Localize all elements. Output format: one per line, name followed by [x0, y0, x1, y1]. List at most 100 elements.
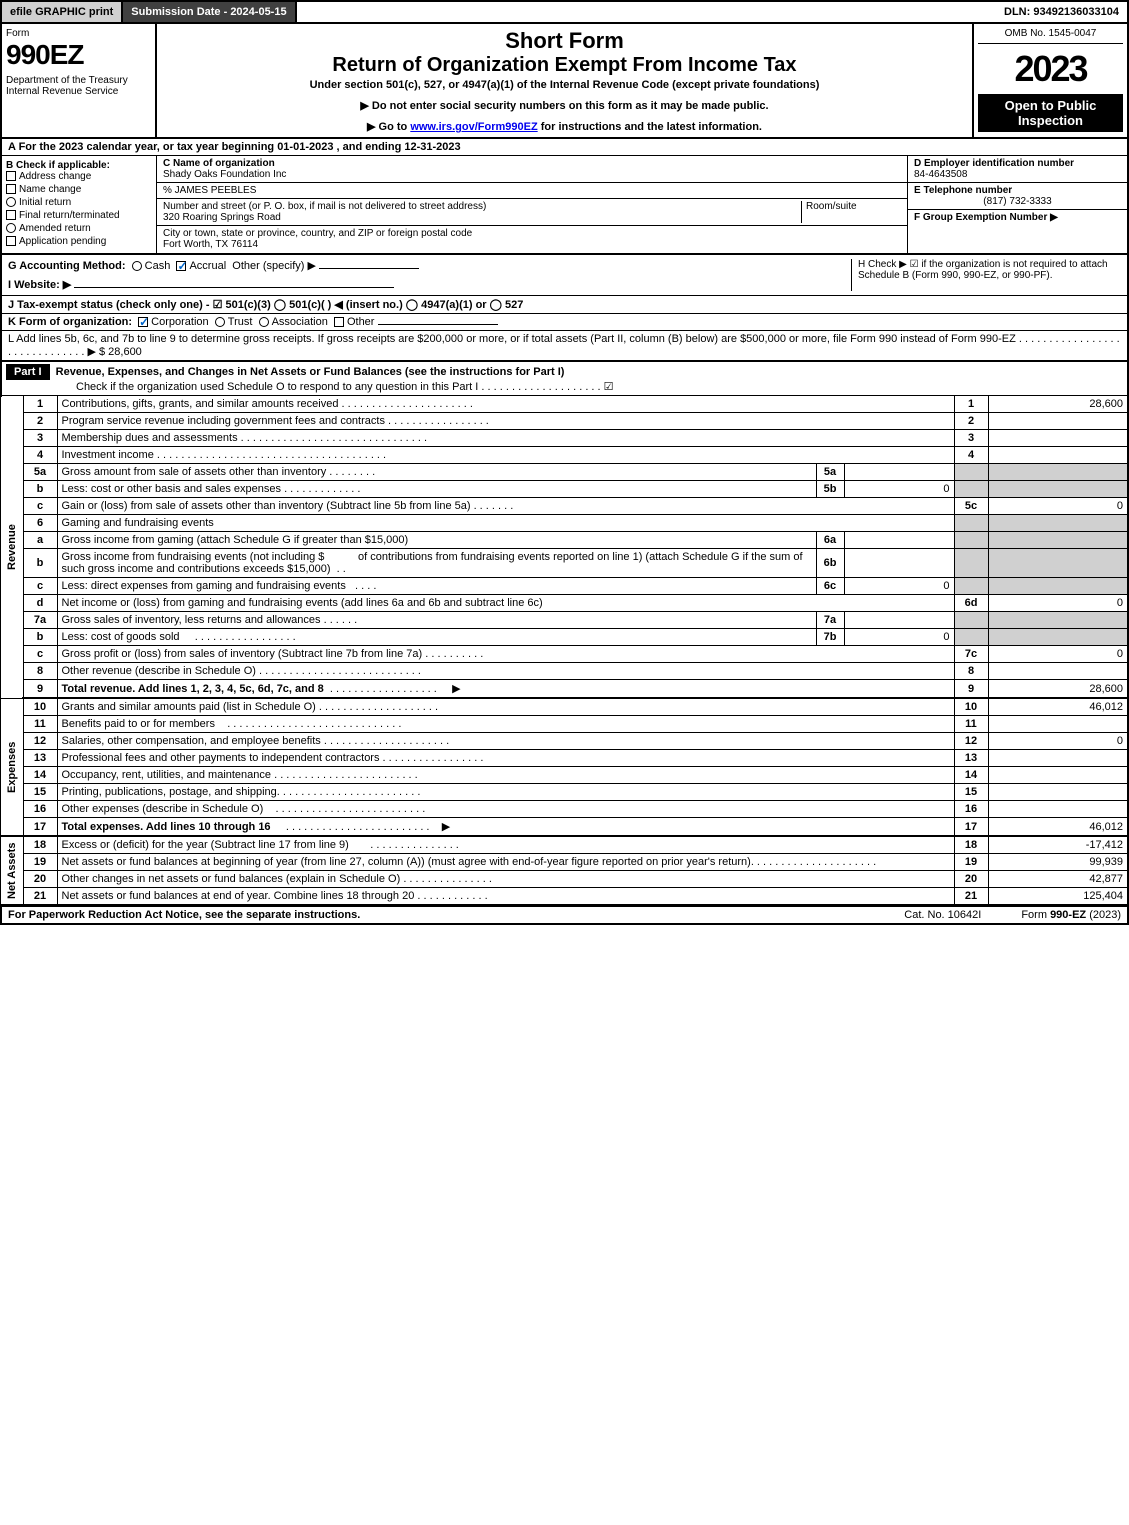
- line-9: 9Total revenue. Add lines 1, 2, 3, 4, 5c…: [1, 680, 1128, 699]
- line-11: 11Benefits paid to or for members . . . …: [1, 716, 1128, 733]
- header-center: Short Form Return of Organization Exempt…: [157, 24, 972, 137]
- line-5c: cGain or (loss) from sale of assets othe…: [1, 498, 1128, 515]
- b-opt-2[interactable]: Initial return: [6, 197, 152, 208]
- i-label: I Website: ▶: [8, 279, 71, 291]
- dept-label: Department of the Treasury Internal Reve…: [6, 75, 151, 97]
- dln-label: DLN: 93492136033104: [996, 2, 1127, 22]
- line-14: 14Occupancy, rent, utilities, and mainte…: [1, 767, 1128, 784]
- main-title: Return of Organization Exempt From Incom…: [165, 54, 964, 77]
- city-row: City or town, state or province, country…: [157, 226, 907, 252]
- footer-left: For Paperwork Reduction Act Notice, see …: [8, 909, 864, 921]
- radio-cash[interactable]: [132, 261, 142, 271]
- short-form-title: Short Form: [165, 28, 964, 54]
- line-6: 6Gaming and fundraising events: [1, 515, 1128, 532]
- submission-date-button[interactable]: Submission Date - 2024-05-15: [123, 2, 296, 22]
- f-label: F Group Exemption Number ▶: [914, 212, 1058, 223]
- line-19: 19Net assets or fund balances at beginni…: [1, 854, 1128, 871]
- expenses-side: Expenses: [1, 698, 23, 836]
- j-text: J Tax-exempt status (check only one) - ☑…: [8, 299, 523, 311]
- part1-header: Part I Revenue, Expenses, and Changes in…: [0, 362, 1129, 396]
- inspection-label: Open to Public Inspection: [978, 94, 1123, 132]
- line-k: K Form of organization: Corporation Trus…: [0, 314, 1129, 331]
- footer-right: Form 990-EZ (2023): [1021, 909, 1121, 921]
- line-6b: bGross income from fundraising events (n…: [1, 549, 1128, 578]
- instr2-pre: ▶ Go to: [367, 121, 410, 133]
- header-right: OMB No. 1545-0047 2023 Open to Public In…: [972, 24, 1127, 137]
- checkbox-icon[interactable]: [6, 184, 16, 194]
- line-17: 17Total expenses. Add lines 10 through 1…: [1, 818, 1128, 837]
- instr2-post: for instructions and the latest informat…: [538, 121, 762, 133]
- b-label: B Check if applicable:: [6, 160, 152, 171]
- radio-icon[interactable]: [6, 223, 16, 233]
- line-7c: cGross profit or (loss) from sales of in…: [1, 646, 1128, 663]
- street-value: 320 Roaring Springs Road: [163, 212, 801, 223]
- b-opt-4[interactable]: Amended return: [6, 223, 152, 234]
- line-18: Net Assets 18Excess or (deficit) for the…: [1, 836, 1128, 854]
- footer-center: Cat. No. 10642I: [904, 909, 981, 921]
- section-bcdef: B Check if applicable: Address change Na…: [0, 156, 1129, 255]
- line-3: 3Membership dues and assessments . . . .…: [1, 430, 1128, 447]
- checkbox-other[interactable]: [334, 317, 344, 327]
- city-value: Fort Worth, TX 76114: [163, 239, 901, 250]
- checkbox-accrual[interactable]: [176, 261, 186, 271]
- revenue-side: Revenue: [1, 396, 23, 698]
- line-gh: G Accounting Method: Cash Accrual Other …: [0, 255, 1129, 296]
- b-opt-3[interactable]: Final return/terminated: [6, 210, 152, 221]
- top-bar: efile GRAPHIC print Submission Date - 20…: [0, 0, 1129, 24]
- column-c: C Name of organization Shady Oaks Founda…: [157, 156, 907, 253]
- checkbox-corp[interactable]: [138, 317, 148, 327]
- instruction-2: ▶ Go to www.irs.gov/Form990EZ for instru…: [165, 120, 964, 133]
- line-8: 8Other revenue (describe in Schedule O) …: [1, 663, 1128, 680]
- omb-number: OMB No. 1545-0047: [978, 28, 1123, 44]
- checkbox-icon[interactable]: [6, 236, 16, 246]
- f-row: F Group Exemption Number ▶: [908, 210, 1127, 225]
- irs-link[interactable]: www.irs.gov/Form990EZ: [410, 121, 537, 133]
- header-left: Form 990EZ Department of the Treasury In…: [2, 24, 157, 137]
- street-row: Number and street (or P. O. box, if mail…: [157, 199, 907, 226]
- radio-trust[interactable]: [215, 317, 225, 327]
- line-10: Expenses 10Grants and similar amounts pa…: [1, 698, 1128, 716]
- d-label: D Employer identification number: [914, 158, 1121, 169]
- g-section: G Accounting Method: Cash Accrual Other …: [8, 259, 851, 291]
- line-12: 12Salaries, other compensation, and empl…: [1, 733, 1128, 750]
- line-15: 15Printing, publications, postage, and s…: [1, 784, 1128, 801]
- k-label: K Form of organization:: [8, 316, 132, 328]
- line-j: J Tax-exempt status (check only one) - ☑…: [0, 296, 1129, 314]
- part1-title: Revenue, Expenses, and Changes in Net As…: [56, 366, 565, 378]
- checkbox-icon[interactable]: [6, 210, 16, 220]
- form-number: 990EZ: [6, 39, 151, 71]
- radio-icon[interactable]: [6, 197, 16, 207]
- b-opt-1[interactable]: Name change: [6, 184, 152, 195]
- spacer: [297, 2, 996, 22]
- org-name: Shady Oaks Foundation Inc: [163, 169, 901, 180]
- b-opt-0[interactable]: Address change: [6, 171, 152, 182]
- g-label: G Accounting Method:: [8, 260, 126, 272]
- line-1: Revenue 1Contributions, gifts, grants, a…: [1, 396, 1128, 413]
- tax-year: 2023: [978, 48, 1123, 90]
- e-label: E Telephone number: [914, 185, 1121, 196]
- line-6c: cLess: direct expenses from gaming and f…: [1, 578, 1128, 595]
- b-opt-5[interactable]: Application pending: [6, 236, 152, 247]
- phone-value: (817) 732-3333: [914, 196, 1121, 207]
- line-2: 2Program service revenue including gover…: [1, 413, 1128, 430]
- column-b: B Check if applicable: Address change Na…: [2, 156, 157, 253]
- radio-assoc[interactable]: [259, 317, 269, 327]
- checkbox-icon[interactable]: [6, 171, 16, 181]
- efile-print-button[interactable]: efile GRAPHIC print: [2, 2, 123, 22]
- instruction-1: ▶ Do not enter social security numbers o…: [165, 99, 964, 112]
- ein-value: 84-4643508: [914, 169, 1121, 180]
- lines-table: Revenue 1Contributions, gifts, grants, a…: [0, 396, 1129, 906]
- other-blank[interactable]: [319, 268, 419, 269]
- part1-check-line: Check if the organization used Schedule …: [6, 381, 614, 393]
- other-org-blank[interactable]: [378, 324, 498, 325]
- website-blank[interactable]: [74, 287, 394, 288]
- line-5a: 5aGross amount from sale of assets other…: [1, 464, 1128, 481]
- line-21: 21Net assets or fund balances at end of …: [1, 888, 1128, 906]
- h-text: H Check ▶ ☑ if the organization is not r…: [858, 259, 1108, 281]
- street-label: Number and street (or P. O. box, if mail…: [163, 201, 801, 212]
- line-4: 4Investment income . . . . . . . . . . .…: [1, 447, 1128, 464]
- l-text: L Add lines 5b, 6c, and 7b to line 9 to …: [8, 333, 1120, 358]
- h-section: H Check ▶ ☑ if the organization is not r…: [851, 259, 1121, 291]
- line-13: 13Professional fees and other payments t…: [1, 750, 1128, 767]
- line-7a: 7aGross sales of inventory, less returns…: [1, 612, 1128, 629]
